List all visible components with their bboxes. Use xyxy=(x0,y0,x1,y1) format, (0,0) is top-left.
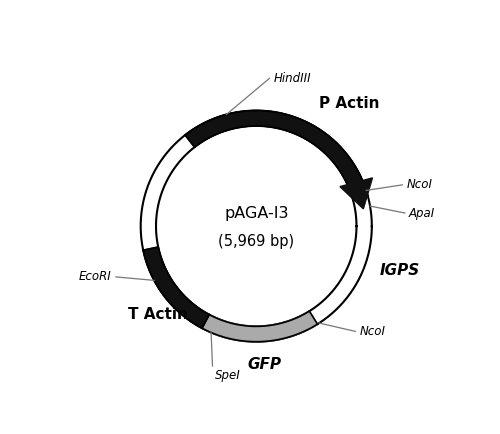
Text: T Actin: T Actin xyxy=(128,307,188,322)
Text: NcoI: NcoI xyxy=(406,178,432,191)
Polygon shape xyxy=(140,111,372,342)
Text: ApaI: ApaI xyxy=(409,207,436,220)
Text: (5,969 bp): (5,969 bp) xyxy=(218,234,294,249)
Text: NcoI: NcoI xyxy=(360,325,386,338)
Polygon shape xyxy=(185,111,368,200)
Text: HindIII: HindIII xyxy=(274,72,312,85)
Text: P Actin: P Actin xyxy=(318,95,379,111)
Text: SpeI: SpeI xyxy=(216,369,241,382)
Text: pAGA-I3: pAGA-I3 xyxy=(224,206,288,221)
Polygon shape xyxy=(143,247,209,328)
Polygon shape xyxy=(340,178,372,209)
Text: IGPS: IGPS xyxy=(379,263,420,278)
Text: GFP: GFP xyxy=(248,357,282,372)
Text: EcoRI: EcoRI xyxy=(79,270,112,283)
Polygon shape xyxy=(202,311,318,342)
